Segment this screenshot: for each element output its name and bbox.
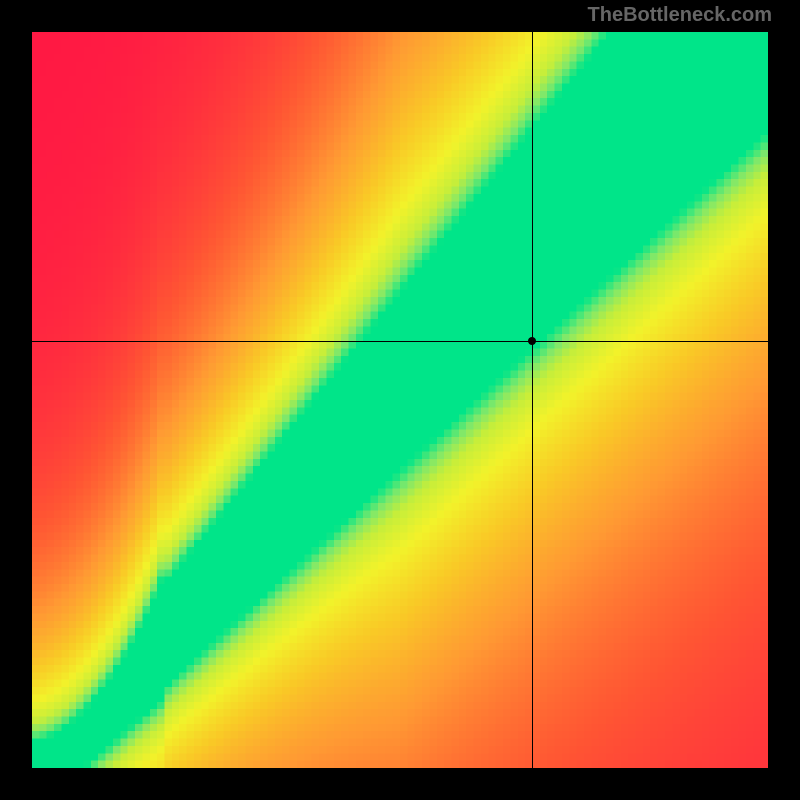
watermark-text: TheBottleneck.com <box>588 4 772 27</box>
heatmap-canvas <box>32 32 768 768</box>
chart-container: TheBottleneck.com <box>0 0 800 800</box>
plot-area <box>32 32 768 768</box>
crosshair-horizontal <box>32 341 768 342</box>
marker-dot <box>528 337 536 345</box>
crosshair-vertical <box>532 32 533 768</box>
